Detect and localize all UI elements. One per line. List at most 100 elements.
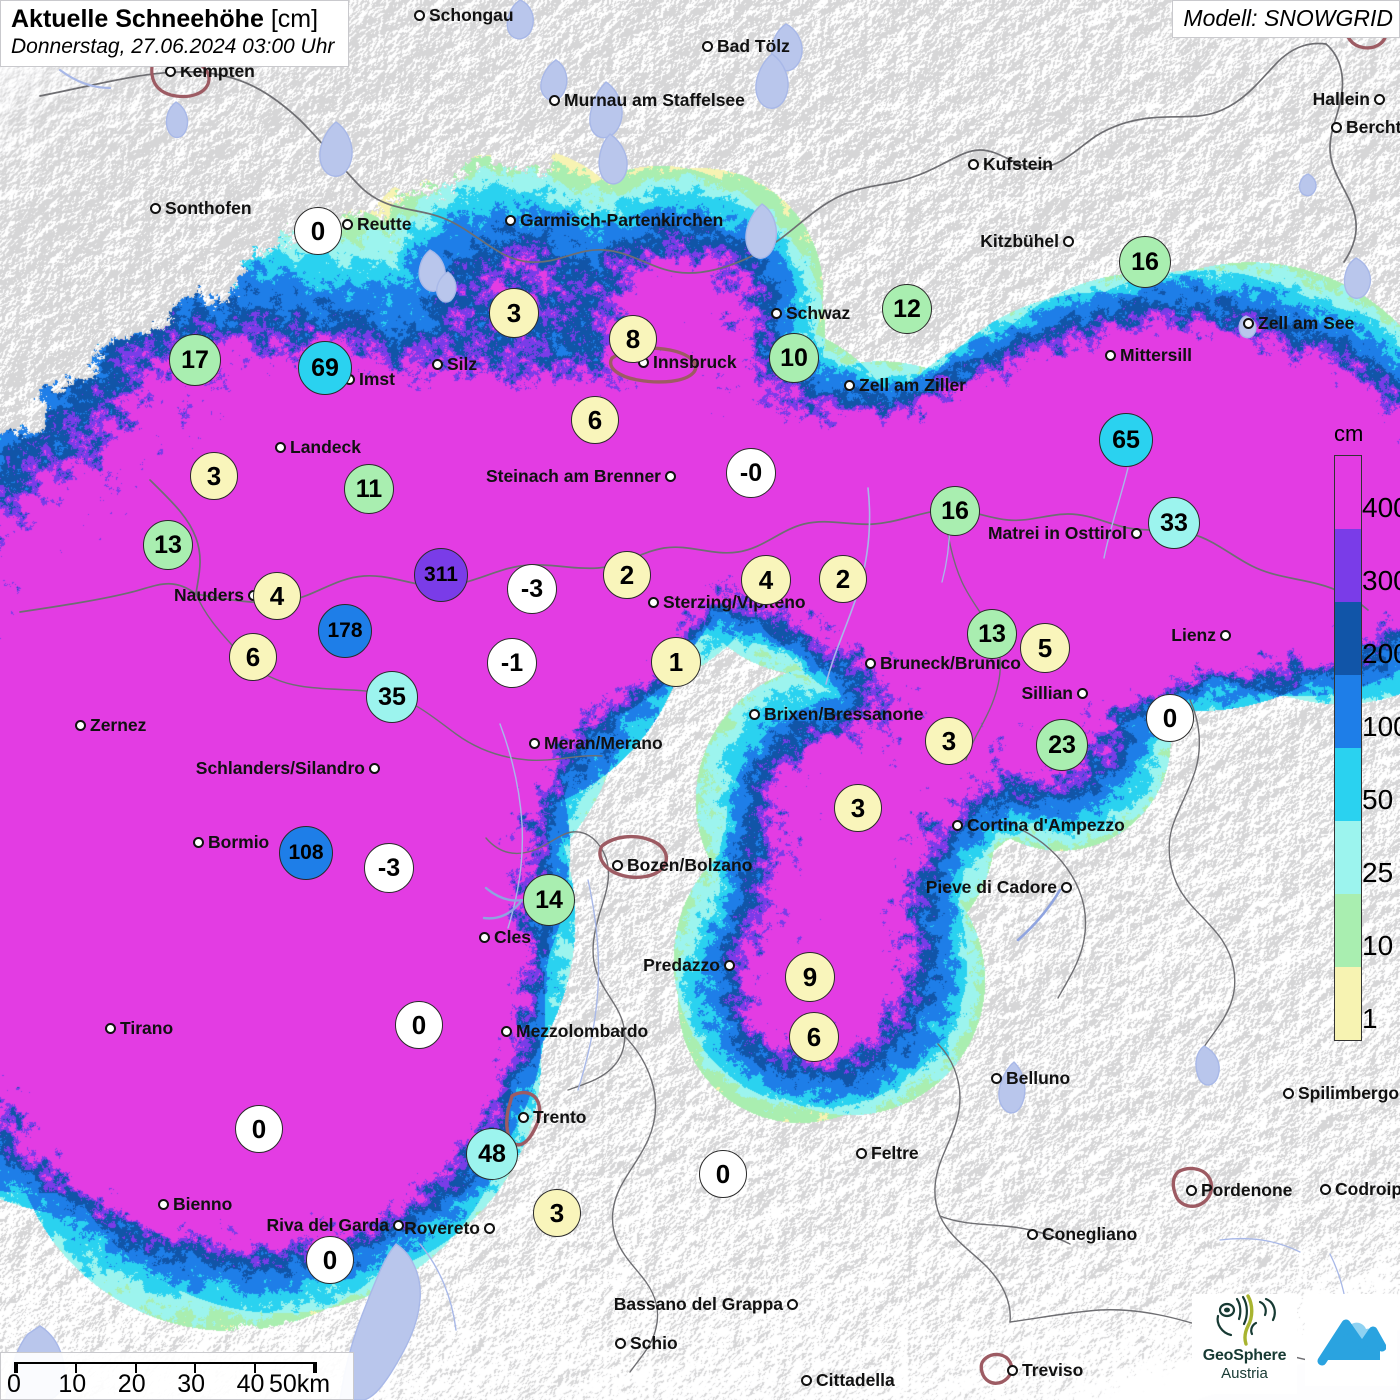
lake-5 [770,23,803,72]
title-card: Aktuelle Schneehöhe [cm] Donnerstag, 27.… [0,0,350,67]
city-marker: Lienz [1171,625,1231,646]
snow-depth-marker: 2 [819,555,867,603]
city-label: Pieve di Cadore [925,877,1057,897]
snow-depth-marker: 9 [785,952,835,1002]
river-6 [1016,888,1062,942]
swiss-italy-border [19,582,197,613]
snow-depth-marker: 3 [489,288,539,338]
city-dot-icon [665,471,676,482]
snow-depth-marker: -3 [507,564,557,614]
snow-depth-marker: 17 [169,334,221,386]
city-marker: Matrei in Osttirol [988,523,1142,544]
river-2 [1103,467,1129,559]
colorbar-band-10 [1335,894,1361,967]
city-label: Innsbruck [653,352,737,372]
region-border-4 [1168,699,1236,1051]
city-marker: Schwaz [771,303,850,324]
city-marker: Landeck [275,437,361,458]
city-marker: Zell am See [1243,313,1354,334]
city-dot-icon [479,932,490,943]
scale-bar: 0 10 20 30 40 50km [0,1352,354,1400]
colorbar-tick-400: 400 [1362,492,1400,523]
city-marker: Nauders [174,585,259,606]
city-marker: Schio [615,1333,678,1354]
snow-depth-marker: 4 [253,572,301,620]
city-dot-icon [484,1223,495,1234]
lake-garda [339,1243,421,1400]
colorbar-tick-200: 200 [1362,638,1400,669]
city-label: Kufstein [983,154,1053,174]
city-label: Zell am Ziller [859,375,966,395]
scale-tick [194,1364,197,1373]
city-marker: Pordenone [1186,1180,1292,1201]
geosphere-logo-line1: GeoSphere [1202,1347,1287,1364]
colorbar-band-25 [1335,821,1361,894]
city-label: Schlanders/Silandro [195,758,365,778]
city-label: Imst [359,369,395,389]
city-dot-icon [193,837,204,848]
snow-depth-marker: 16 [1119,236,1171,288]
city-dot-icon [1243,318,1254,329]
city-dot-icon [844,380,855,391]
region-border-6 [939,1215,1071,1245]
river-4 [577,879,600,1091]
snow-depth-marker: 12 [882,284,932,334]
city-dot-icon [952,820,963,831]
city-marker: Riva del Garda [266,1215,404,1236]
city-marker: Mittersill [1105,345,1192,366]
scale-label: 30 [177,1370,205,1398]
city-dot-icon [771,308,782,319]
city-label: Bienno [173,1194,233,1214]
colorbar [1334,455,1362,1041]
city-marker: Sillian [1021,683,1088,704]
scale-label: 10 [58,1370,87,1398]
city-dot-icon [1220,630,1231,641]
city-marker: Bormio [193,832,269,853]
city-dot-icon [150,203,161,214]
city-marker: Bad Tölz [702,36,790,57]
city-label: Rovereto [404,1218,480,1238]
lake-12 [1343,257,1372,299]
colorbar-tick-25: 25 [1362,857,1394,888]
city-label: Riva del Garda [266,1215,389,1235]
lake-8 [319,121,353,177]
city-dot-icon [1331,122,1342,133]
city-label: Schongau [429,5,514,25]
city-label: Tirano [120,1018,174,1038]
city-marker: Cles [479,927,531,948]
colorbar-band-300 [1335,529,1361,602]
city-label: Murnau am Staffelsee [564,90,745,110]
scale-tick [16,1364,18,1373]
city-label: Conegliano [1042,1224,1138,1244]
city-marker: Brixen/Bressanone [749,704,924,725]
city-dot-icon [105,1023,116,1034]
snow-depth-marker: 3 [190,452,238,500]
city-dot-icon [615,1338,626,1349]
swiss-austria-border [149,479,201,595]
city-dot-icon [1105,350,1116,361]
snow-depth-marker: 2 [603,551,651,599]
city-dot-icon [702,41,713,52]
city-marker: Pieve di Cadore [926,877,1072,898]
city-label: Mezzolombardo [516,1021,649,1041]
region-border-7 [1021,829,1087,999]
snow-depth-marker: 33 [1148,497,1200,549]
city-label: Meran/Merano [544,733,663,753]
lake-16 [1298,173,1317,197]
river-3 [499,723,524,929]
city-label: Berchtesgaden [1346,117,1400,137]
city-label: Garmisch-Partenkirchen [520,210,724,230]
city-marker: Kufstein [968,154,1053,175]
city-dot-icon [158,1199,169,1210]
snow-depth-marker: 10 [769,333,819,383]
city-dot-icon [1077,688,1088,699]
colorbar-band-200 [1335,602,1361,675]
city-dot-icon [1027,1229,1038,1240]
river-8 [58,68,112,90]
river-10 [419,1243,457,1331]
city-dot-icon [1186,1185,1197,1196]
city-dot-icon [787,1299,798,1310]
city-dot-icon [549,95,560,106]
city-dot-icon [432,359,443,370]
lake-11 [436,271,457,303]
